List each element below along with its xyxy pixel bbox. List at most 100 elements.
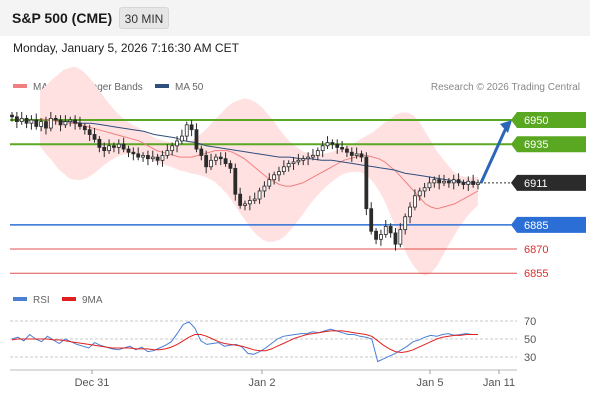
candle-body: [63, 121, 68, 126]
candle-body: [257, 190, 262, 200]
candle-body: [160, 155, 165, 161]
candle-body: [340, 147, 344, 150]
timeframe-button[interactable]: 30 MIN: [119, 7, 169, 29]
ma50-path: [60, 121, 478, 184]
candle-body: [29, 119, 34, 124]
candle-body: [19, 117, 24, 123]
candle-body: [359, 153, 364, 158]
candle-body: [73, 119, 78, 124]
candle-body: [320, 145, 325, 152]
candle-body: [189, 124, 194, 131]
level-tag-6911: [511, 174, 586, 191]
candle-body: [155, 156, 160, 161]
candle-body: [393, 232, 398, 245]
candle-body: [82, 126, 87, 131]
candle-body: [408, 206, 412, 218]
x-axis: Dec 31 Jan 2 Jan 5 Jan 11: [75, 370, 515, 389]
level-label-6935: 6935: [524, 139, 548, 151]
candle-body: [107, 145, 111, 152]
candle-body: [218, 156, 223, 160]
research-credit: Research © 2026 Trading Central: [431, 82, 580, 93]
candle-body: [233, 167, 238, 195]
candle-body: [291, 161, 296, 164]
candle-body: [379, 234, 383, 240]
candle-body: [369, 208, 374, 232]
candle-body: [456, 179, 461, 184]
level-tags: 6950 6935 6911 6885 6870 6855: [511, 112, 586, 280]
candle-body: [247, 200, 252, 205]
ma20-path: [39, 117, 479, 210]
candle-body: [150, 156, 155, 160]
candle-body: [422, 187, 427, 192]
rsi-series-RSI: [11, 321, 478, 363]
rsi-tick-70: 70: [524, 316, 536, 328]
candle-body: [272, 174, 277, 181]
candle-body: [179, 135, 184, 142]
level-tag-6885: [511, 216, 586, 233]
legend-rsi: RSI: [33, 295, 50, 306]
candle-body: [277, 171, 281, 176]
candle-body: [213, 156, 218, 161]
candle-body: [223, 158, 228, 164]
projection-arrowhead: [500, 120, 512, 133]
level-label-6950: 6950: [524, 115, 548, 127]
candle-body: [281, 166, 286, 172]
candle-body: [432, 179, 437, 184]
candle-body: [44, 121, 48, 129]
candle-body: [146, 155, 150, 160]
level-tag-6935: [511, 136, 586, 153]
candle-body: [301, 158, 306, 161]
rsi-tick-30: 30: [524, 352, 536, 364]
candle-body: [170, 145, 175, 152]
candle-body: [238, 193, 243, 206]
legend-ma50: MA 50: [175, 82, 204, 93]
candle-body: [354, 153, 359, 156]
candle-body: [286, 163, 291, 168]
candle-body: [175, 140, 179, 147]
candle-body: [141, 155, 145, 158]
candle-body: [121, 143, 126, 150]
candle-body: [311, 155, 315, 158]
candle-body: [349, 151, 354, 156]
candle-body: [34, 119, 39, 127]
candle-body: [209, 159, 213, 168]
instrument-title: S&P 500 (CME): [12, 10, 113, 26]
candle-body: [58, 119, 63, 126]
ma50-line: [60, 121, 478, 184]
level-label-6885: 6885: [524, 220, 548, 232]
candle-body: [97, 138, 102, 148]
candlesticks: [10, 111, 480, 251]
candle-body: [194, 129, 199, 150]
candle-body: [306, 156, 311, 160]
level-label-6870: 6870: [524, 244, 548, 256]
level-label-6855: 6855: [524, 268, 548, 280]
candle-body: [102, 147, 107, 152]
candle-body: [53, 117, 58, 121]
candle-body: [325, 142, 330, 147]
candle-body: [10, 114, 14, 118]
candle-body: [398, 229, 403, 245]
legend-swatch-9ma: [62, 297, 76, 301]
candle-body: [87, 129, 92, 135]
candle-body: [345, 148, 349, 153]
header-bar: S&P 500 (CME) 30 MIN: [0, 0, 590, 36]
rsi-series-9MA: [11, 330, 478, 354]
candle-body: [228, 163, 233, 169]
legend-swatch-ma50: [155, 84, 169, 88]
candle-body: [476, 182, 480, 185]
candle-body: [335, 143, 340, 148]
candle-body: [315, 150, 320, 156]
level-label-6911: 6911: [524, 178, 548, 190]
candle-body: [136, 153, 141, 158]
legend-9ma: 9MA: [82, 295, 103, 306]
candle-body: [383, 226, 388, 235]
candle-body: [442, 180, 446, 184]
ma20-line: [39, 117, 479, 210]
candle-body: [262, 185, 267, 192]
candle-body: [461, 182, 466, 185]
candle-body: [330, 142, 335, 145]
candle-body: [437, 179, 442, 184]
candle-body: [267, 179, 272, 187]
